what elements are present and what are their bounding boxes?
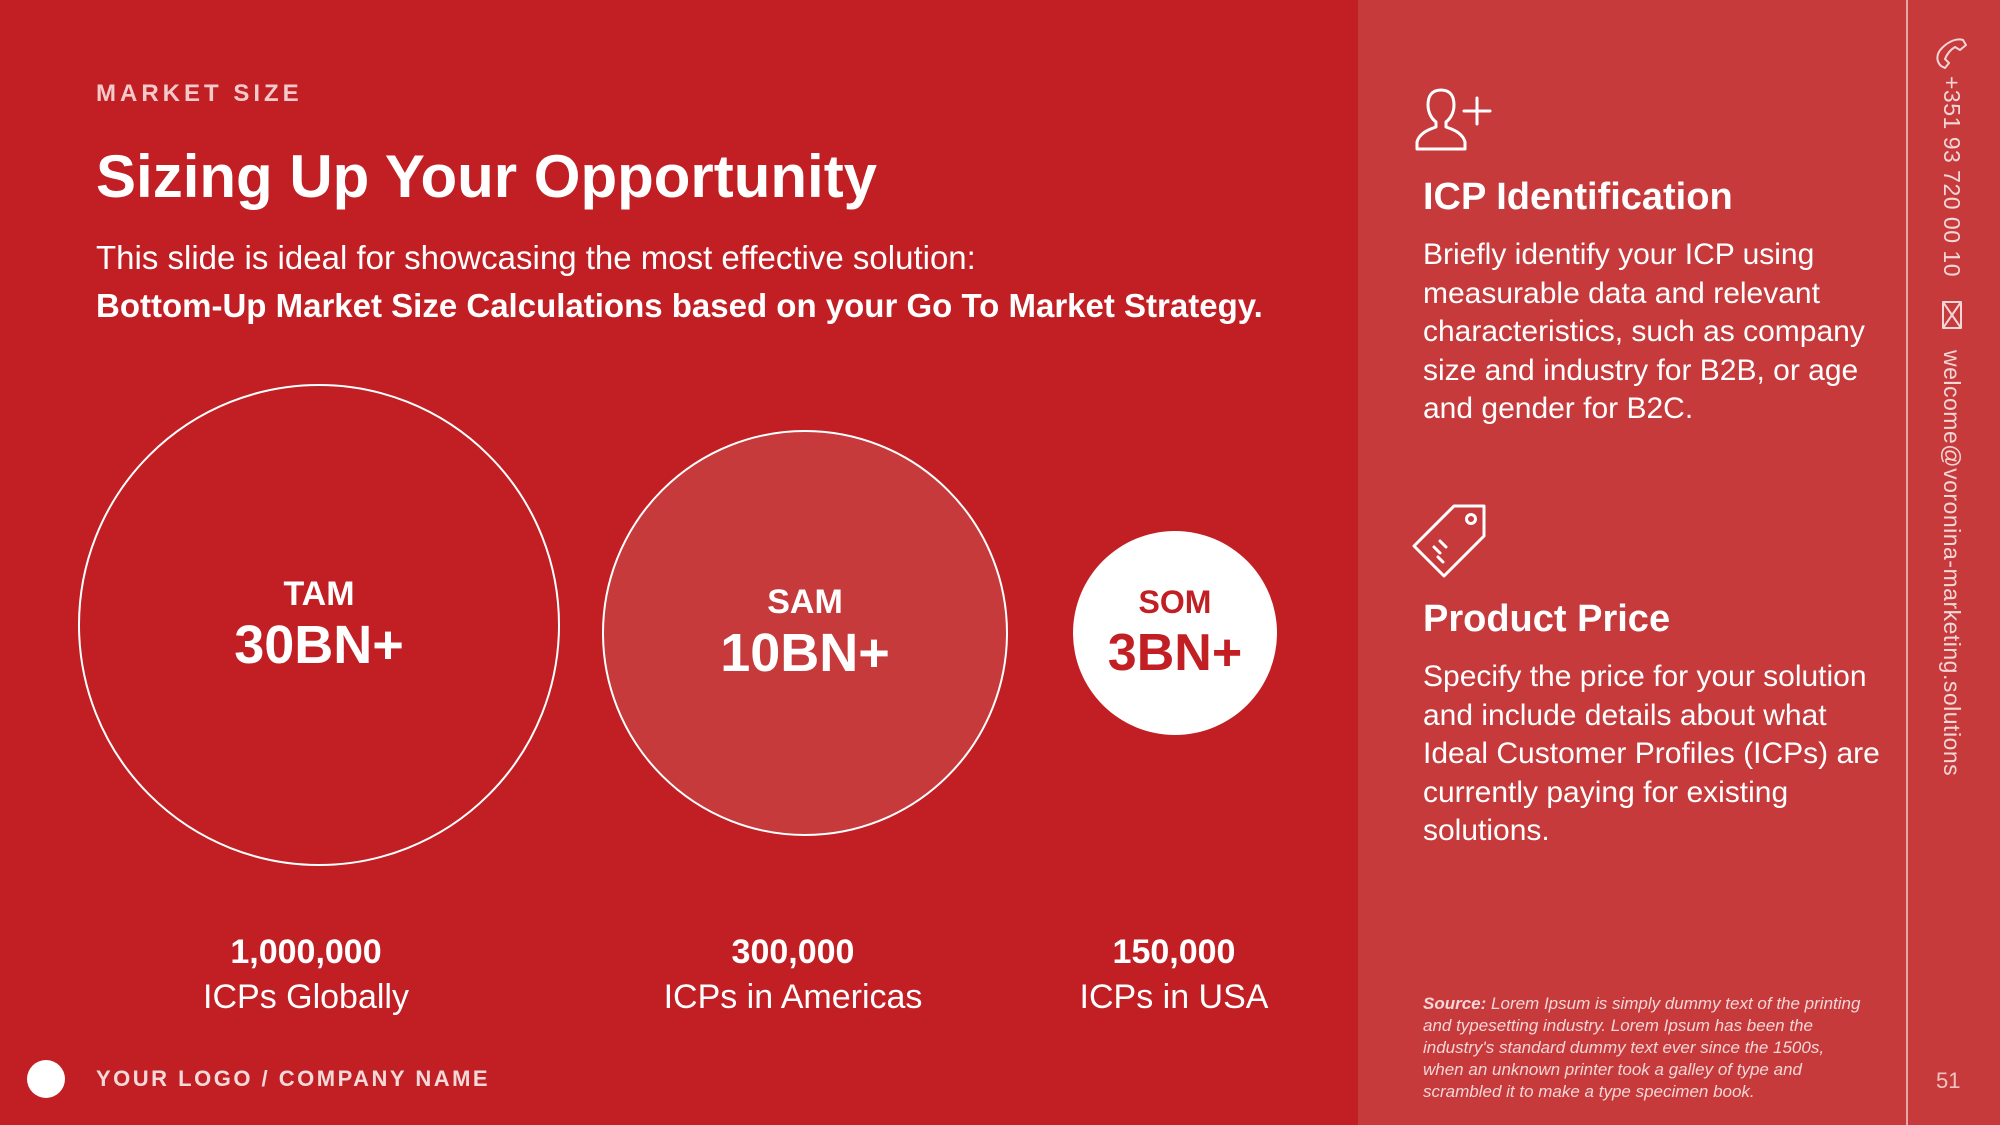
email-address[interactable]: welcome@voronina-marketing.solutions xyxy=(1939,350,1965,777)
source-note: Source: Lorem Ipsum is simply dummy text… xyxy=(1423,993,1863,1103)
page-number: 51 xyxy=(1936,1068,1961,1093)
tam-value: 30BN+ xyxy=(234,615,404,675)
stat-americas: 300,000 ICPs in Americas xyxy=(613,930,973,1020)
subtitle-line-1: This slide is ideal for showcasing the m… xyxy=(96,239,976,276)
stat-number: 150,000 xyxy=(1112,933,1236,971)
contact-strip xyxy=(1906,0,2000,1125)
phone-icon xyxy=(1933,36,1969,75)
price-tag-icon xyxy=(1410,502,1490,582)
logo-dot xyxy=(27,1060,65,1098)
subtitle-line-2: Bottom-Up Market Size Calculations based… xyxy=(96,287,1263,324)
stat-label: ICPs in USA xyxy=(1079,978,1269,1016)
page-title: Sizing Up Your Opportunity xyxy=(96,143,878,210)
icp-title: ICP Identification xyxy=(1423,176,1733,218)
stat-label: ICPs Globally xyxy=(203,978,409,1016)
stat-label: ICPs in Americas xyxy=(663,978,923,1016)
som-value: 3BN+ xyxy=(1107,624,1243,682)
mail-icon xyxy=(1941,300,1963,335)
add-user-icon xyxy=(1415,86,1495,152)
stat-globally: 1,000,000 ICPs Globally xyxy=(126,930,486,1020)
sam-value: 10BN+ xyxy=(720,623,890,683)
source-text: Lorem Ipsum is simply dummy text of the … xyxy=(1423,994,1861,1101)
source-label: Source: xyxy=(1423,994,1487,1013)
som-label: SOM xyxy=(1138,584,1212,620)
tam-circle: TAM 30BN+ xyxy=(78,384,560,866)
stat-usa: 150,000 ICPs in USA xyxy=(994,930,1354,1020)
stat-number: 300,000 xyxy=(731,933,855,971)
phone-number[interactable]: +351 93 720 00 10 xyxy=(1939,76,1965,277)
price-title: Product Price xyxy=(1423,598,1671,640)
stat-number: 1,000,000 xyxy=(230,933,382,971)
tam-label: TAM xyxy=(283,575,355,613)
price-description: Specify the price for your solution and … xyxy=(1423,660,1880,847)
company-logo-text: YOUR LOGO / COMPANY NAME xyxy=(96,1066,491,1091)
som-circle: SOM 3BN+ xyxy=(1073,531,1277,735)
icp-description: Briefly identify your ICP using measurab… xyxy=(1423,238,1865,425)
sam-label: SAM xyxy=(767,583,843,621)
side-panel xyxy=(1358,0,1906,1125)
sam-circle: SAM 10BN+ xyxy=(602,430,1008,836)
section-eyebrow: MARKET SIZE xyxy=(96,80,303,107)
page-subtitle: This slide is ideal for showcasing the m… xyxy=(96,234,1263,330)
